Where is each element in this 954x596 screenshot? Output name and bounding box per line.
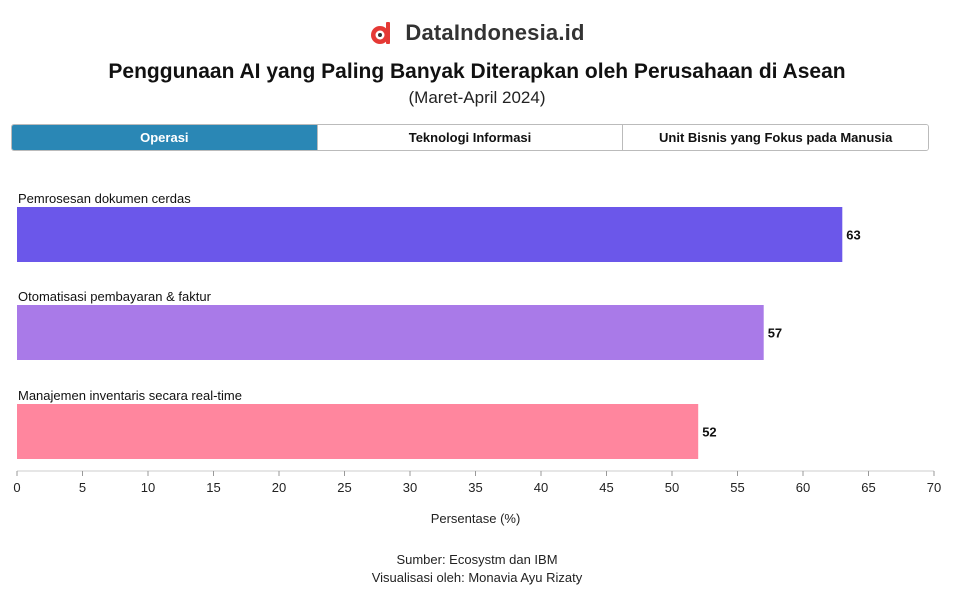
x-tick-label: 10 <box>141 480 155 495</box>
x-tick-label: 20 <box>272 480 286 495</box>
tab-operasi[interactable]: Operasi <box>12 125 318 150</box>
tab-teknologi-informasi[interactable]: Teknologi Informasi <box>317 125 624 150</box>
x-tick-label: 70 <box>927 480 941 495</box>
category-tabs: Operasi Teknologi Informasi Unit Bisnis … <box>11 124 929 151</box>
data-label: 52 <box>702 425 716 440</box>
chart-title: Penggunaan AI yang Paling Banyak Diterap… <box>108 60 846 83</box>
brand: DataIndonesia.id <box>0 20 954 46</box>
chart-subtitle: (Maret-April 2024) <box>408 88 546 107</box>
x-tick-label: 30 <box>403 480 417 495</box>
bar <box>17 305 764 360</box>
x-tick-label: 60 <box>796 480 810 495</box>
tab-unit-bisnis[interactable]: Unit Bisnis yang Fokus pada Manusia <box>623 125 928 150</box>
category-label: Otomatisasi pembayaran & faktur <box>18 289 212 304</box>
category-label: Pemrosesan dokumen cerdas <box>18 191 191 206</box>
x-tick-label: 45 <box>599 480 613 495</box>
x-tick-label: 40 <box>534 480 548 495</box>
dataindonesia-logo-icon <box>371 22 391 44</box>
x-tick-label: 35 <box>468 480 482 495</box>
x-tick-label: 50 <box>665 480 679 495</box>
category-label: Manajemen inventaris secara real-time <box>18 388 242 403</box>
x-tick-label: 0 <box>13 480 20 495</box>
x-tick-label: 65 <box>861 480 875 495</box>
data-label: 63 <box>846 228 860 243</box>
credit-text: Visualisasi oleh: Monavia Ayu Rizaty <box>371 570 583 585</box>
data-label: 57 <box>768 326 782 341</box>
x-tick-label: 55 <box>730 480 744 495</box>
bar <box>17 404 699 459</box>
brand-name: DataIndonesia.id <box>405 20 585 45</box>
footer: Sumber: Ecosystm dan IBM Visualisasi ole… <box>0 551 954 587</box>
bar <box>17 207 843 262</box>
x-axis-title: Persentase (%) <box>431 511 521 526</box>
x-tick-label: 15 <box>206 480 220 495</box>
x-tick-label: 25 <box>337 480 351 495</box>
source-text: Sumber: Ecosystm dan IBM <box>396 552 558 567</box>
x-tick-label: 5 <box>79 480 86 495</box>
